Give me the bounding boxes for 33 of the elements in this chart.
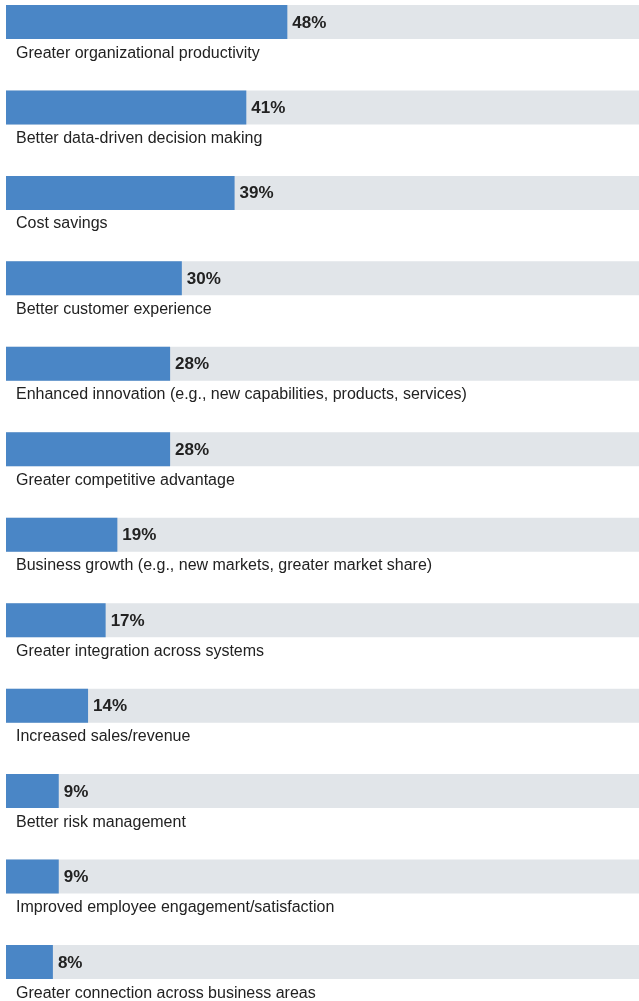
y-tick-label: Better data-driven decision making: [16, 128, 263, 146]
bar: [6, 945, 53, 979]
y-tick-label: Business growth (e.g., new markets, greater market share): [16, 556, 433, 574]
y-tick-label: Increased sales/revenue: [16, 727, 191, 745]
y-tick-label: Better risk management: [16, 812, 187, 830]
y-tick-label: Greater integration across systems: [16, 641, 265, 659]
data-label: 14%: [93, 696, 128, 716]
bar: [6, 346, 171, 381]
data-label: 48%: [292, 12, 327, 32]
data-label: 41%: [251, 97, 286, 117]
y-tick-label: Improved employee engagement/satisfaction: [16, 898, 335, 916]
data-label: 8%: [57, 952, 83, 972]
bar: [6, 774, 59, 809]
y-tick-label: Greater connection across business areas: [16, 983, 316, 1001]
y-tick-label: Greater organizational productivity: [16, 43, 260, 61]
bar: [6, 603, 106, 638]
data-label: 9%: [63, 867, 89, 887]
bar: [6, 859, 59, 894]
data-label: 9%: [63, 781, 89, 801]
data-label: 17%: [110, 610, 145, 630]
y-tick-label: Enhanced innovation (e.g., new capabilities, products, services): [16, 385, 467, 403]
data-label: 39%: [239, 183, 274, 203]
y-tick-label: Cost savings: [16, 214, 108, 232]
bar: [6, 517, 118, 552]
data-label: 19%: [122, 525, 157, 545]
data-label: 30%: [186, 268, 221, 288]
y-tick-label: Better customer experience: [16, 299, 212, 317]
data-label: 28%: [175, 354, 210, 374]
bar: [6, 688, 89, 723]
bar: [6, 432, 171, 467]
data-label: 28%: [175, 439, 210, 459]
bar: [6, 261, 182, 296]
y-tick-label: Greater competitive advantage: [16, 470, 235, 488]
